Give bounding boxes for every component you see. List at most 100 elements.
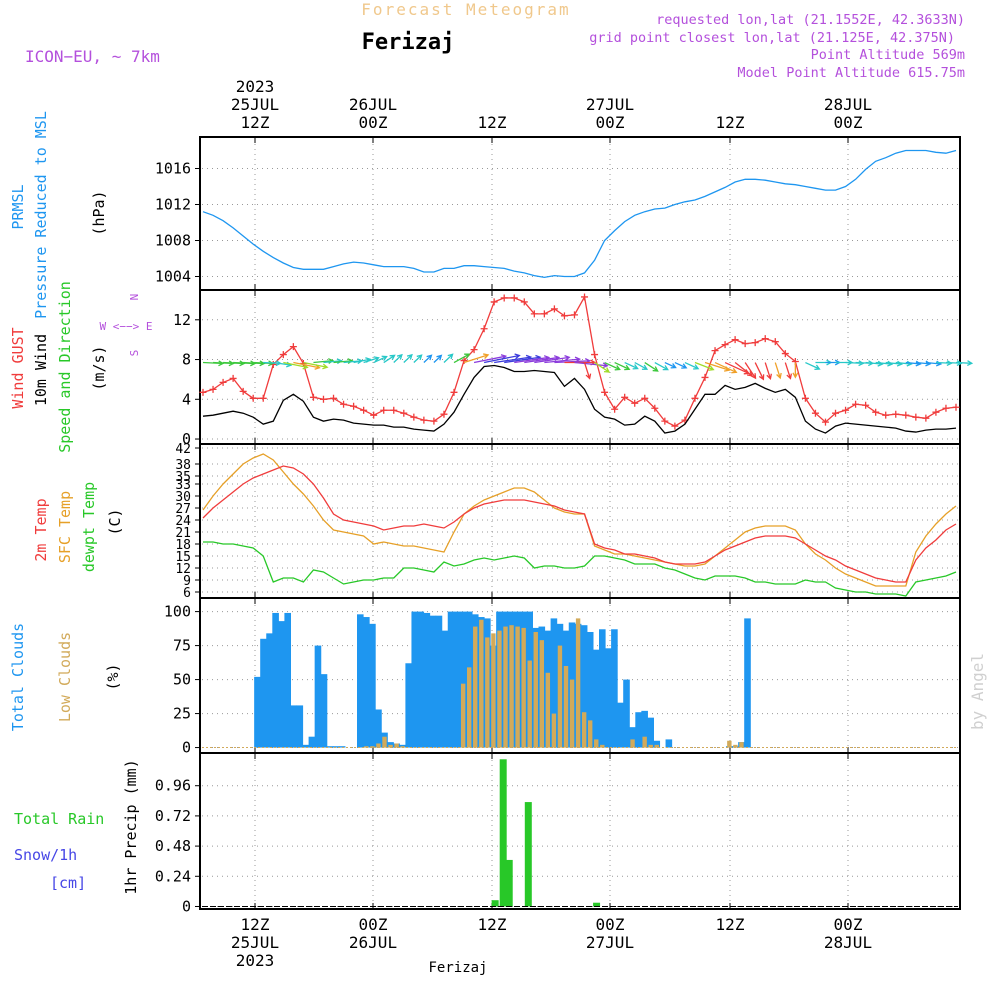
bottom-time-label: 00Z bbox=[834, 915, 863, 934]
gust-point bbox=[370, 411, 378, 419]
wind-direction-arrow bbox=[955, 360, 974, 367]
gust-point bbox=[852, 400, 860, 408]
low-cloud-bar bbox=[515, 626, 520, 748]
gust-point bbox=[781, 350, 789, 358]
top-time-label: 26JUL bbox=[349, 95, 397, 114]
ylabel-10m-wind: 10m Wind bbox=[32, 334, 50, 406]
gust-point bbox=[741, 340, 749, 348]
gust-point bbox=[721, 341, 729, 349]
top-time-label: 27JUL bbox=[586, 95, 634, 114]
wind-direction-arrow bbox=[393, 353, 403, 363]
rain-bar bbox=[593, 902, 601, 907]
bottom-time-label: 27JUL bbox=[586, 933, 634, 952]
ylabel-prmsl: PRMSL bbox=[9, 184, 27, 229]
ylabel-ms: (m/s) bbox=[90, 345, 108, 390]
pressure-line bbox=[202, 149, 957, 279]
panel-frame bbox=[199, 752, 961, 910]
gust-point bbox=[872, 408, 880, 416]
total-cloud-bar bbox=[441, 630, 449, 748]
grid-point-coords: grid point closest lon,lat (21.125E, 42.… bbox=[589, 30, 955, 46]
low-cloud-bar bbox=[600, 744, 605, 748]
low-cloud-bar bbox=[642, 736, 647, 748]
low-cloud-bar bbox=[539, 640, 544, 748]
total-cloud-bar bbox=[375, 709, 382, 748]
top-time-label: 12Z bbox=[478, 113, 507, 132]
bottom-time-label: 26JUL bbox=[349, 933, 397, 952]
total-cloud-bar bbox=[411, 611, 419, 748]
total-cloud-bar bbox=[605, 648, 612, 748]
point-altitude: Point Altitude 569m bbox=[811, 47, 965, 63]
low-cloud-bar bbox=[460, 683, 466, 748]
gust-point bbox=[611, 405, 619, 413]
wind-direction-arrow bbox=[684, 361, 700, 370]
low-cloud-bar bbox=[588, 720, 593, 748]
gust-point bbox=[450, 388, 458, 396]
gust-point bbox=[520, 298, 528, 306]
gust-point bbox=[771, 338, 779, 346]
y-tick-label: 21 bbox=[175, 526, 191, 541]
temp-ylabels: 2m Temp SFC Temp dewpt Temp (C) bbox=[32, 482, 124, 572]
low-cloud-bar bbox=[400, 746, 405, 748]
wind-direction-arrow bbox=[774, 362, 782, 380]
bottom-time-label: 12Z bbox=[241, 915, 270, 934]
ylabel-speed-direction: Speed and Direction bbox=[56, 281, 74, 453]
gust-point bbox=[319, 395, 327, 403]
gust-point bbox=[490, 298, 498, 306]
gust-point bbox=[942, 404, 950, 412]
total-cloud-bar bbox=[284, 612, 291, 748]
low-cloud-bar bbox=[727, 740, 732, 748]
gust-point bbox=[340, 400, 348, 408]
low-cloud-bar bbox=[533, 631, 538, 748]
y-tick-label: 1008 bbox=[155, 232, 191, 250]
gust-point bbox=[410, 413, 418, 421]
compass-we: W <−−> E bbox=[100, 320, 153, 333]
gust-point bbox=[882, 411, 890, 419]
ylabel-1hr-precip: 1hr Precip (mm) bbox=[122, 759, 140, 894]
wind-direction-arrow bbox=[654, 361, 669, 371]
wind-direction-arrow bbox=[574, 361, 609, 369]
footer-location: Ferizaj bbox=[428, 960, 487, 976]
gust-point bbox=[380, 406, 388, 414]
rain-bar bbox=[505, 859, 513, 907]
y-tick-label: 33 bbox=[175, 478, 191, 493]
total-cloud-bar bbox=[447, 611, 455, 748]
low-cloud-bar bbox=[364, 746, 369, 748]
gust-point bbox=[400, 409, 408, 417]
ylabel-total-clouds: Total Clouds bbox=[9, 623, 27, 731]
low-cloud-bar bbox=[557, 645, 563, 748]
top-time-axis: 2023 25JUL 12Z 26JUL 00Z 12Z 27JUL 00Z 1… bbox=[231, 77, 872, 132]
bottom-time-label: 00Z bbox=[596, 915, 625, 934]
low-cloud-bar bbox=[521, 627, 526, 748]
wind-direction-arrow bbox=[583, 362, 592, 380]
low-cloud-bar bbox=[630, 739, 635, 748]
total-cloud-bar bbox=[296, 705, 304, 748]
top-time-label: 28JUL bbox=[824, 95, 872, 114]
total-cloud-bar bbox=[254, 676, 261, 748]
gust-point bbox=[591, 351, 599, 359]
y-tick-label: 1004 bbox=[155, 268, 191, 286]
low-cloud-bar bbox=[739, 742, 744, 748]
low-cloud-bar bbox=[394, 743, 399, 748]
y-tick-label: 12 bbox=[173, 311, 191, 329]
bottom-time-label: 28JUL bbox=[824, 933, 872, 952]
gust-point bbox=[289, 343, 297, 351]
wind-direction-arrow bbox=[792, 362, 799, 379]
y-tick-label: 0.24 bbox=[155, 867, 191, 885]
gust-point bbox=[550, 305, 558, 313]
plot-layer: 1004100810121016048126912151821242730333… bbox=[155, 136, 974, 915]
total-cloud-bar bbox=[599, 629, 606, 748]
gust-point bbox=[500, 294, 508, 302]
top-time-label: 25JUL bbox=[231, 95, 279, 114]
ylabel-c: (C) bbox=[106, 508, 124, 535]
ylabel-2m-temp: 2m Temp bbox=[32, 498, 50, 561]
total-cloud-bar bbox=[320, 674, 328, 748]
total-cloud-bar bbox=[423, 612, 431, 748]
total-cloud-bar bbox=[550, 618, 558, 748]
gust-point bbox=[952, 403, 960, 411]
gust-point bbox=[862, 401, 870, 409]
gust-point bbox=[731, 336, 739, 344]
gust-point bbox=[711, 347, 719, 355]
y-tick-label: 0.96 bbox=[155, 777, 191, 795]
wind-direction-arrow bbox=[534, 355, 571, 364]
